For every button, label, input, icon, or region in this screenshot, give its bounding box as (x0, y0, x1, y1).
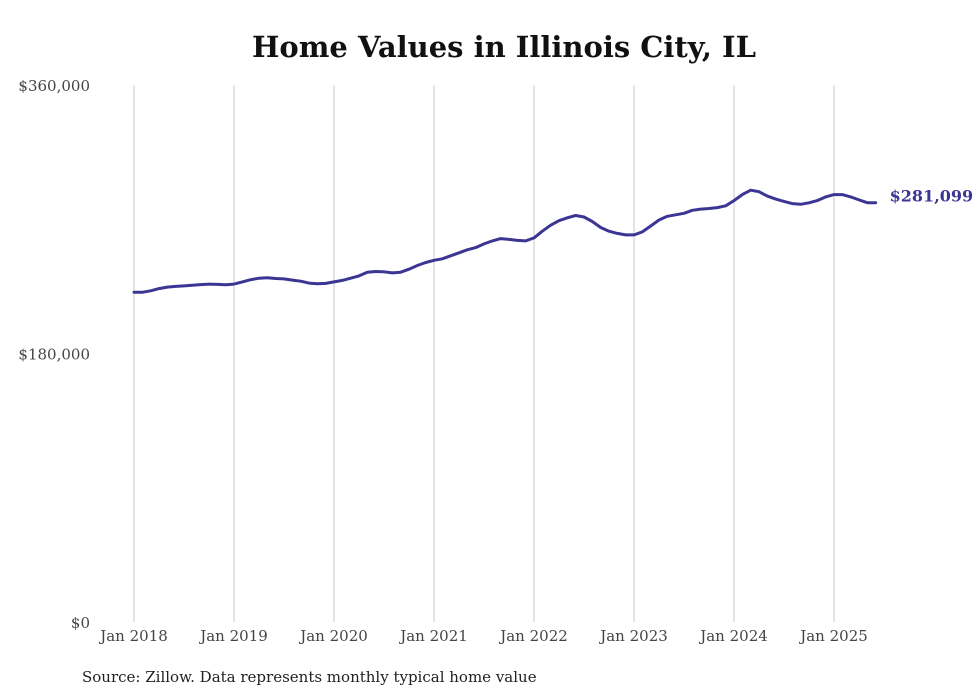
y-tick-label: $360,000 (18, 77, 90, 95)
chart-title: Home Values in Illinois City, IL (252, 30, 756, 64)
x-tick-label: Jan 2023 (598, 627, 668, 645)
x-tick-label: Jan 2020 (298, 627, 368, 645)
x-tick-label: Jan 2018 (98, 627, 168, 645)
series-line (132, 188, 878, 294)
end-value-label: $281,099 (890, 187, 974, 206)
y-tick-label: $180,000 (18, 346, 90, 364)
x-tick-label: Jan 2025 (798, 627, 868, 645)
x-tick-label: Jan 2022 (498, 627, 568, 645)
x-tick-label: Jan 2021 (398, 627, 468, 645)
source-note: Source: Zillow. Data represents monthly … (82, 668, 537, 686)
y-tick-label: $0 (71, 614, 90, 632)
x-tick-label: Jan 2024 (698, 627, 768, 645)
x-tick-label: Jan 2019 (198, 627, 268, 645)
